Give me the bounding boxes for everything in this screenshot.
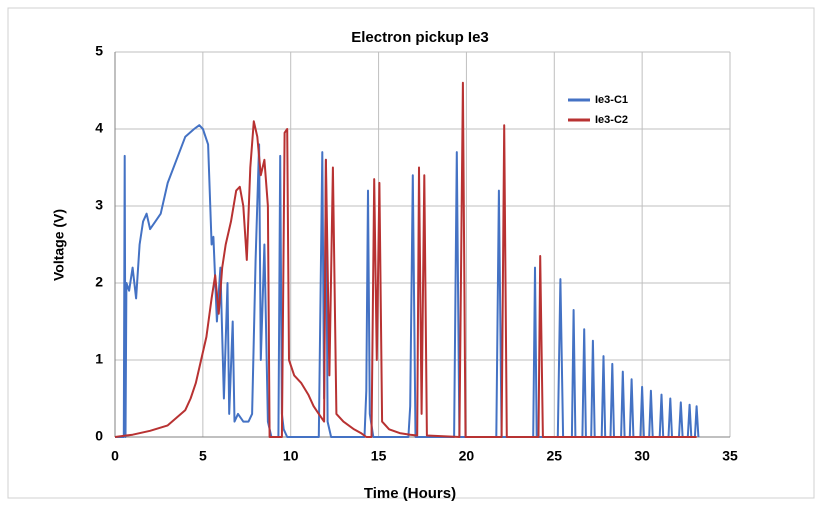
chart-title: Electron pickup Ie3 xyxy=(351,29,489,46)
x-tick-label: 15 xyxy=(371,448,387,464)
y-tick-label: 1 xyxy=(95,351,103,367)
series-line xyxy=(115,124,700,438)
x-tick-label: 35 xyxy=(722,448,738,464)
series-line xyxy=(114,81,697,438)
y-tick-label: 4 xyxy=(95,120,103,136)
x-tick-label: 10 xyxy=(283,448,299,464)
x-tick-label: 30 xyxy=(634,448,650,464)
y-tick-label: 3 xyxy=(95,197,103,213)
x-axis-label: Time (Hours) xyxy=(364,485,456,502)
legend-label: Ie3-C1 xyxy=(595,94,628,106)
y-tick-label: 0 xyxy=(95,428,103,444)
legend-label: Ie3-C2 xyxy=(595,114,628,126)
x-tick-label: 0 xyxy=(111,448,119,464)
y-axis-label: Voltage (V) xyxy=(51,209,67,281)
x-tick-label: 25 xyxy=(546,448,562,464)
y-tick-label: 2 xyxy=(95,274,103,290)
x-tick-label: 20 xyxy=(459,448,475,464)
x-tick-label: 5 xyxy=(199,448,207,464)
y-tick-label: 5 xyxy=(95,43,103,59)
